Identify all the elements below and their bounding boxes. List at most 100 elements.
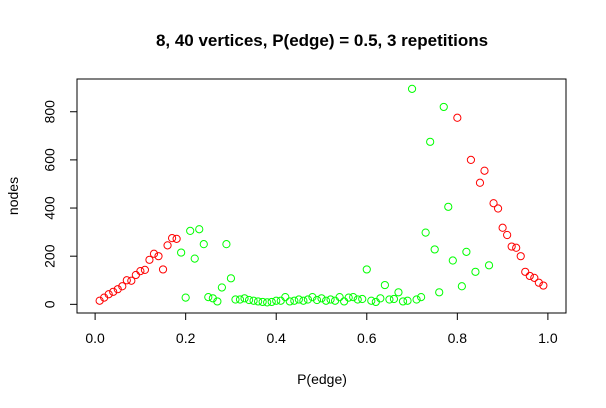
data-point	[448, 256, 457, 265]
data-point	[136, 267, 145, 276]
data-point	[131, 270, 140, 280]
data-point	[507, 242, 516, 251]
data-point	[140, 265, 150, 275]
data-point	[204, 293, 213, 302]
y-tick-label: 800	[42, 100, 58, 124]
data-points	[95, 84, 548, 307]
x-axis: 0.0 0.2 0.4 0.6 0.8 1.0	[85, 312, 558, 346]
x-axis-label: P(edge)	[297, 371, 347, 387]
data-point	[439, 102, 448, 112]
data-point	[145, 255, 154, 264]
data-point	[303, 295, 313, 304]
data-point	[444, 202, 453, 211]
data-point	[104, 290, 113, 299]
data-point	[335, 293, 344, 302]
data-point	[167, 234, 177, 243]
data-point	[530, 273, 539, 282]
data-point	[389, 294, 399, 304]
data-point	[195, 225, 204, 234]
data-point	[163, 241, 172, 250]
data-point	[321, 296, 331, 305]
data-point	[290, 296, 299, 305]
data-point	[430, 245, 439, 254]
data-point	[186, 226, 195, 236]
data-point	[199, 240, 208, 249]
data-point	[503, 230, 512, 240]
x-tick-label: 0.4	[266, 330, 286, 346]
data-point	[412, 295, 421, 304]
data-point	[498, 223, 507, 232]
data-point	[376, 294, 385, 303]
data-point	[281, 293, 290, 302]
y-axis-label: nodes	[5, 177, 21, 215]
data-point	[353, 295, 362, 304]
data-point	[435, 288, 444, 297]
data-point	[226, 274, 236, 283]
x-tick-label: 0.2	[176, 330, 196, 346]
x-tick-label: 0.8	[448, 330, 468, 346]
data-point	[426, 137, 435, 146]
data-point	[421, 228, 430, 237]
data-point	[263, 298, 272, 307]
data-point	[480, 166, 489, 175]
x-tick-label: 0.0	[85, 330, 105, 346]
data-point	[367, 296, 376, 305]
chart-title: 8, 40 vertices, P(edge) = 0.5, 3 repetit…	[156, 31, 488, 50]
data-point	[358, 294, 367, 304]
data-point	[539, 281, 548, 290]
data-point	[525, 271, 534, 281]
data-point	[149, 249, 159, 258]
data-point	[118, 282, 127, 291]
data-point	[344, 293, 353, 302]
data-point	[231, 295, 240, 304]
y-tick-label: 600	[42, 148, 58, 172]
data-point	[267, 297, 276, 307]
data-point	[172, 234, 181, 243]
data-point	[380, 280, 389, 290]
series-1	[177, 84, 494, 307]
data-point	[326, 295, 335, 304]
series-0	[95, 113, 548, 305]
data-point	[471, 267, 480, 276]
data-point	[158, 265, 168, 274]
data-point	[294, 295, 303, 304]
data-point	[272, 296, 281, 305]
x-tick-label: 0.6	[357, 330, 377, 346]
data-point	[407, 84, 417, 93]
data-point	[330, 296, 340, 305]
data-point	[534, 278, 543, 287]
data-point	[109, 287, 118, 296]
data-point	[308, 293, 317, 302]
data-point	[475, 178, 485, 187]
data-point	[466, 155, 476, 164]
data-point	[493, 204, 503, 213]
data-point	[285, 297, 294, 306]
data-point	[453, 113, 462, 122]
data-point	[457, 282, 466, 291]
data-point	[317, 294, 326, 303]
data-point	[113, 285, 122, 294]
data-point	[516, 252, 525, 261]
data-point	[217, 283, 226, 292]
data-point	[521, 267, 530, 276]
x-tick-label: 1.0	[538, 330, 558, 346]
y-axis: 0 200 400 600 800	[42, 100, 78, 308]
data-point	[177, 248, 186, 257]
data-point	[276, 296, 285, 305]
data-point	[385, 295, 394, 304]
data-point	[154, 252, 163, 261]
data-point	[244, 295, 254, 305]
data-point	[394, 288, 403, 297]
data-point	[249, 296, 258, 305]
data-point	[312, 295, 322, 305]
data-point	[371, 297, 380, 307]
data-point	[398, 297, 408, 306]
data-point	[417, 293, 426, 302]
data-point	[362, 265, 371, 274]
data-point	[489, 199, 498, 208]
data-point	[127, 276, 136, 285]
data-point	[349, 293, 358, 302]
data-point	[299, 296, 308, 305]
data-point	[340, 297, 349, 306]
